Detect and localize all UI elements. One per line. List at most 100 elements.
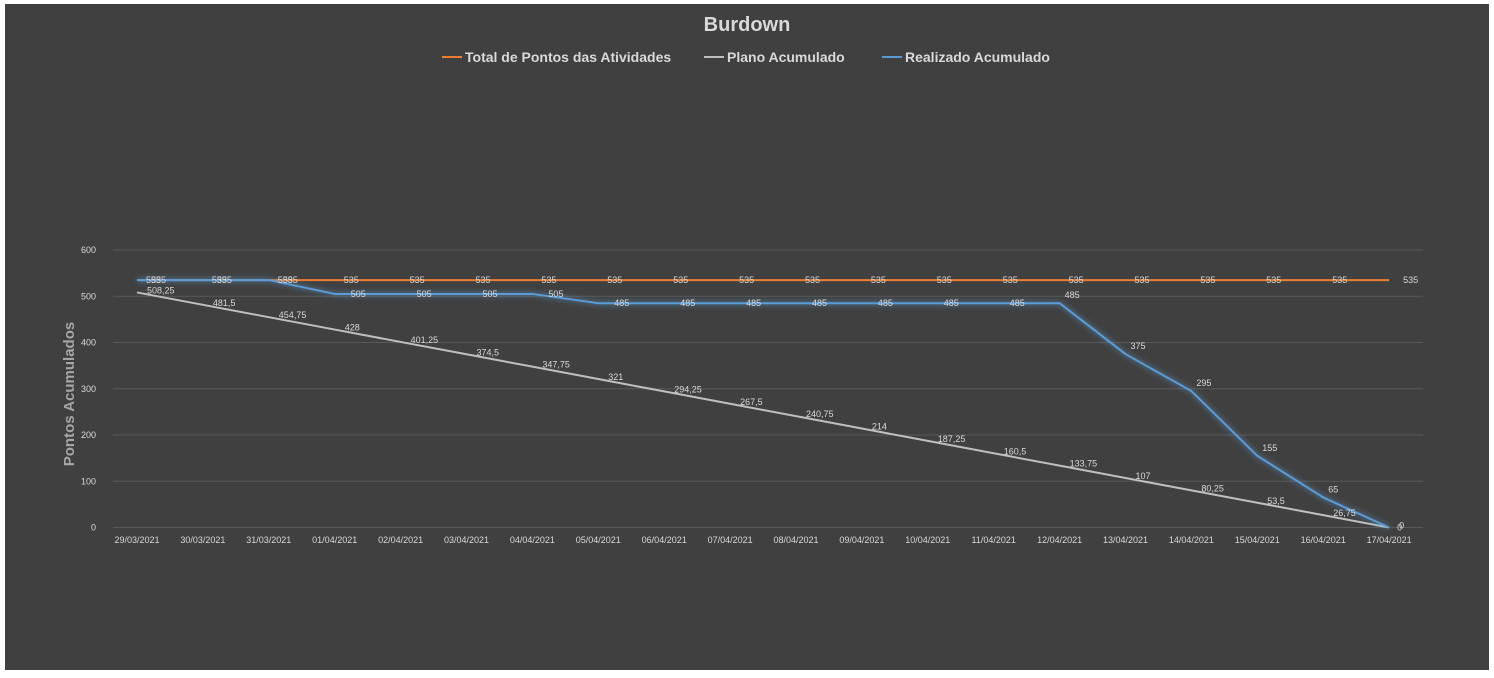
x-tick-label: 05/04/2021 <box>576 535 621 545</box>
data-label: 535 <box>607 275 622 285</box>
series-line <box>137 279 1390 529</box>
data-label: 485 <box>944 298 959 308</box>
data-label: 535 <box>283 275 298 285</box>
data-label: 485 <box>1010 298 1025 308</box>
data-label: 0 <box>1397 523 1402 533</box>
data-label: 485 <box>812 298 827 308</box>
data-label: 160,5 <box>1004 446 1027 456</box>
x-tick-label: 14/04/2021 <box>1169 535 1214 545</box>
y-tick-label: 100 <box>81 476 96 486</box>
data-label: 535 <box>1403 275 1418 285</box>
data-label: 535 <box>217 275 232 285</box>
data-label: 535 <box>212 275 227 285</box>
data-label: 505 <box>548 289 563 299</box>
data-label: 347,75 <box>542 360 570 370</box>
series-group <box>136 279 1390 529</box>
chart-title: Burdown <box>704 14 791 36</box>
data-label: 535 <box>805 275 820 285</box>
data-labels: 535 535 535 535 535 535 535 535 535 535 535 535 535 5… <box>146 275 1418 532</box>
y-tick-label: 200 <box>81 430 96 440</box>
data-label: 375 <box>1131 341 1146 351</box>
x-tick-label: 16/04/2021 <box>1301 535 1346 545</box>
data-label: 535 <box>1332 275 1347 285</box>
data-label: 295 <box>1196 378 1211 388</box>
y-axis-ticks: 0 100 200 300 400 500 600 <box>81 245 96 533</box>
x-tick-label: 30/03/2021 <box>180 535 225 545</box>
data-label: 535 <box>1200 275 1215 285</box>
data-label: 535 <box>410 275 425 285</box>
x-tick-label: 29/03/2021 <box>114 535 159 545</box>
y-tick-label: 500 <box>81 291 96 301</box>
x-tick-label: 10/04/2021 <box>905 535 950 545</box>
data-label: 481,5 <box>213 298 236 308</box>
data-label: 401,25 <box>411 335 439 345</box>
x-tick-label: 13/04/2021 <box>1103 535 1148 545</box>
data-label: 53,5 <box>1267 496 1285 506</box>
legend-label: Total de Pontos das Atividades <box>465 49 671 65</box>
data-label: 214 <box>872 422 887 432</box>
chart-area: Burdown Total de Pontos das Atividades Pl… <box>5 4 1489 670</box>
legend-label: Plano Acumulado <box>727 49 845 65</box>
data-label: 485 <box>614 298 629 308</box>
data-label: 535 <box>1266 275 1281 285</box>
data-label: 321 <box>608 372 623 382</box>
x-tick-label: 08/04/2021 <box>773 535 818 545</box>
x-tick-label: 31/03/2021 <box>246 535 291 545</box>
x-tick-label: 07/04/2021 <box>708 535 753 545</box>
data-label: 374,5 <box>477 347 500 357</box>
y-tick-label: 600 <box>81 245 96 255</box>
x-tick-label: 02/04/2021 <box>378 535 423 545</box>
data-label: 80,25 <box>1201 483 1224 493</box>
data-label: 505 <box>483 289 498 299</box>
data-label: 485 <box>746 298 761 308</box>
legend: Total de Pontos das Atividades Plano Acum… <box>442 49 1050 65</box>
data-label: 508,25 <box>147 285 175 295</box>
x-tick-label: 09/04/2021 <box>839 535 884 545</box>
data-label: 485 <box>1065 290 1080 300</box>
x-axis-ticks: 29/03/2021 30/03/2021 31/03/2021 01/04/2021… <box>114 535 1411 545</box>
x-tick-label: 12/04/2021 <box>1037 535 1082 545</box>
data-label: 535 <box>937 275 952 285</box>
data-label: 505 <box>351 289 366 299</box>
data-label: 535 <box>476 275 491 285</box>
data-label: 535 <box>739 275 754 285</box>
data-label: 535 <box>146 275 161 285</box>
data-label: 535 <box>673 275 688 285</box>
data-label: 267,5 <box>740 397 763 407</box>
data-label: 155 <box>1262 443 1277 453</box>
data-label: 505 <box>417 289 432 299</box>
x-tick-label: 03/04/2021 <box>444 535 489 545</box>
y-tick-label: 0 <box>91 523 96 533</box>
series-line <box>136 291 1390 529</box>
data-label: 485 <box>878 298 893 308</box>
legend-label: Realizado Acumulado <box>905 49 1050 65</box>
data-label: 26,75 <box>1333 508 1356 518</box>
gridlines <box>113 249 1423 528</box>
x-tick-label: 17/04/2021 <box>1367 535 1412 545</box>
data-label: 535 <box>871 275 886 285</box>
data-label: 240,75 <box>806 409 834 419</box>
y-axis-title: Pontos Acumulados <box>61 322 78 466</box>
x-tick-label: 06/04/2021 <box>642 535 687 545</box>
data-label: 535 <box>541 275 556 285</box>
data-label: 107 <box>1136 471 1151 481</box>
data-label: 535 <box>1135 275 1150 285</box>
data-label: 535 <box>278 275 293 285</box>
data-label: 65 <box>1328 484 1338 494</box>
x-tick-label: 15/04/2021 <box>1235 535 1280 545</box>
data-label: 294,25 <box>674 384 702 394</box>
data-label: 454,75 <box>279 310 307 320</box>
x-tick-label: 01/04/2021 <box>312 535 357 545</box>
data-label: 535 <box>344 275 359 285</box>
data-label: 133,75 <box>1070 459 1098 469</box>
y-tick-label: 400 <box>81 338 96 348</box>
x-tick-label: 04/04/2021 <box>510 535 555 545</box>
data-label: 535 <box>151 275 166 285</box>
x-tick-label: 11/04/2021 <box>972 535 1016 545</box>
data-label: 428 <box>345 323 360 333</box>
data-label: 535 <box>1069 275 1084 285</box>
y-tick-label: 300 <box>81 384 96 394</box>
burndown-chart: Burdown Total de Pontos das Atividades Pl… <box>61 14 1423 545</box>
data-label: 187,25 <box>938 434 966 444</box>
data-label: 485 <box>680 298 695 308</box>
